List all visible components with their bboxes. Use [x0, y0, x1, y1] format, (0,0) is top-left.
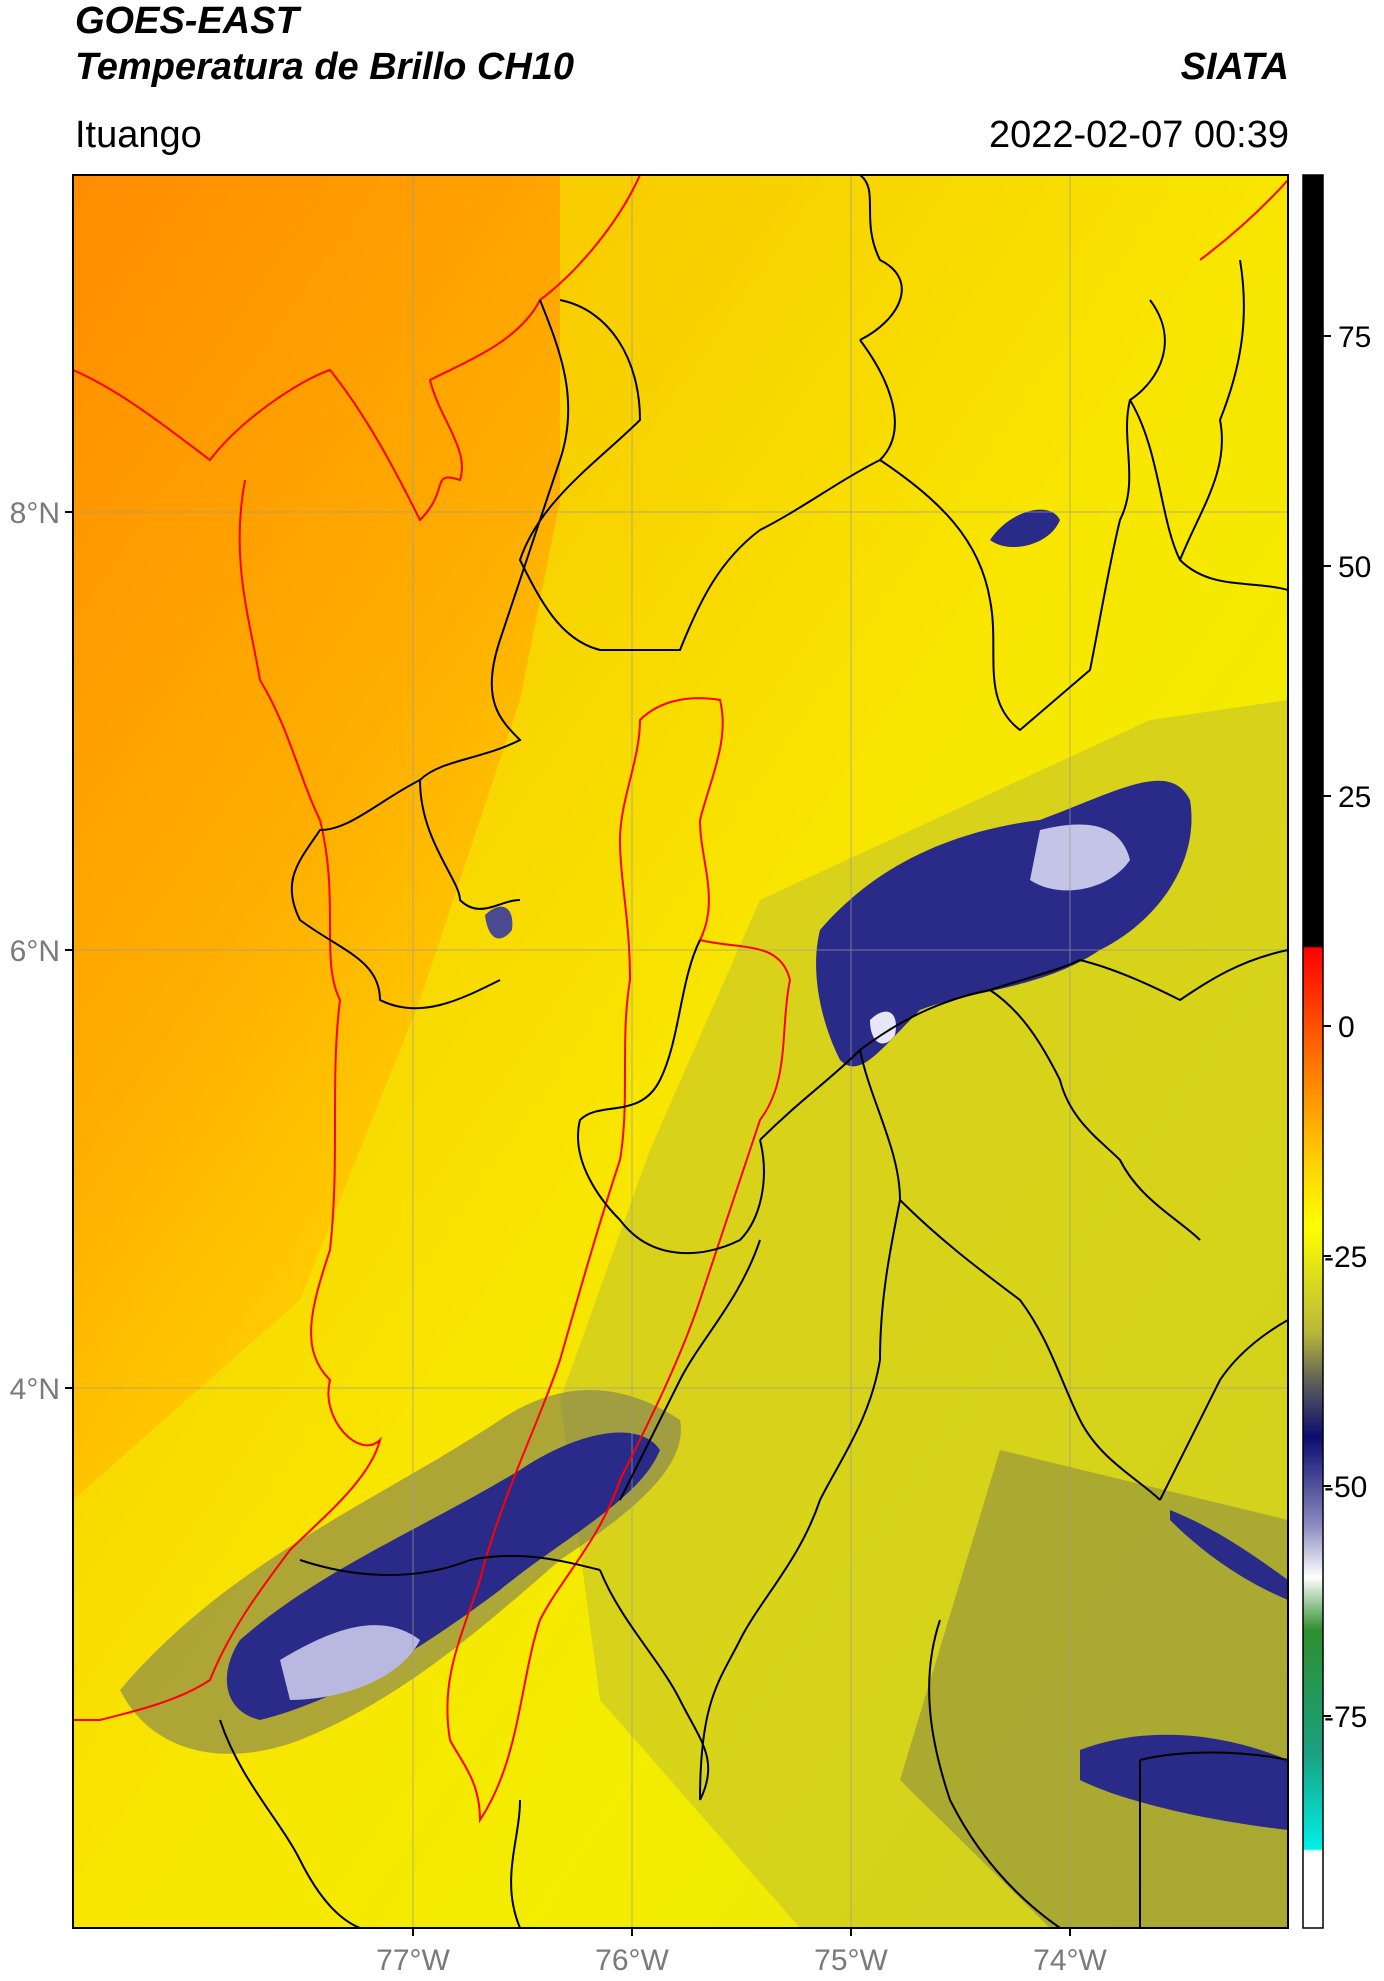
region-label: Ituango	[75, 114, 202, 156]
lon-label-76w: 76°W	[595, 1944, 669, 1977]
lat-label-4n: 4°N	[10, 1373, 60, 1406]
colorbar-tick-minus25: -25	[1324, 1241, 1367, 1274]
colorbar-tick-minus75: -75	[1324, 1701, 1367, 1734]
map-frame	[72, 174, 1289, 1929]
colorbar-tick-75: 75	[1338, 321, 1371, 354]
org-label: SIATA	[1180, 46, 1289, 88]
brightness-temperature-field	[73, 175, 1288, 1928]
lat-ticks	[65, 511, 73, 1389]
product-title: Temperatura de Brillo CH10	[75, 46, 575, 88]
political-boundaries	[219, 175, 1288, 1928]
gridlines	[73, 175, 1288, 1928]
coastline	[73, 175, 1288, 1721]
satellite-title: GOES-EAST	[75, 0, 299, 42]
colorbar: 75 50 25 0 -25 -50 -75	[1302, 174, 1371, 1929]
colorbar-tick-0: 0	[1338, 1011, 1355, 1044]
colorbar-tick-minus50: -50	[1324, 1471, 1367, 1504]
colorbar-tick-50: 50	[1338, 551, 1371, 584]
lat-label-8n: 8°N	[10, 497, 60, 530]
datetime-label: 2022-02-07 00:39	[988, 114, 1289, 156]
lon-ticks	[412, 1928, 1071, 1936]
lat-label-6n: 6°N	[10, 935, 60, 968]
lon-label-75w: 75°W	[814, 1944, 888, 1977]
lon-label-77w: 77°W	[376, 1944, 450, 1977]
colorbar-tick-25: 25	[1338, 781, 1371, 814]
lon-label-74w: 74°W	[1033, 1944, 1107, 1977]
